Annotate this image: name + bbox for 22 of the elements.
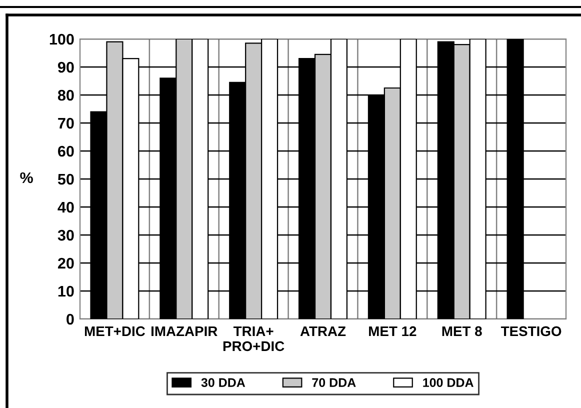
x-tick-label: TESTIGO [500, 326, 562, 336]
y-tick-label: 50 [58, 174, 74, 185]
y-tick-label: 30 [58, 230, 74, 241]
x-tick-label: MET+DIC [84, 326, 146, 336]
y-axis-title: % [20, 172, 33, 184]
x-tick-label: ATRAZ [300, 326, 346, 336]
y-tick-label: 60 [58, 146, 74, 157]
y-tick-label: 80 [58, 90, 74, 101]
x-tick-label: MET 12 [369, 326, 416, 336]
x-tick-label: IMAZAPIR [152, 326, 218, 336]
y-tick-label: 100 [50, 34, 74, 45]
y-tick-label: 0 [66, 314, 74, 325]
x-tick-label: TRIA+ PRO+DIC [223, 326, 284, 352]
y-tick-label: 10 [58, 286, 74, 297]
legend-label: 70 DDA [312, 378, 356, 388]
legend-label: 100 DDA [423, 378, 474, 388]
y-tick-label: 90 [58, 62, 74, 73]
y-tick-label: 20 [58, 258, 74, 269]
y-tick-label: 70 [58, 118, 74, 129]
y-tick-label: 40 [58, 202, 74, 213]
x-tick-label: MET 8 [442, 326, 482, 336]
legend-label: 30 DDA [201, 378, 246, 388]
